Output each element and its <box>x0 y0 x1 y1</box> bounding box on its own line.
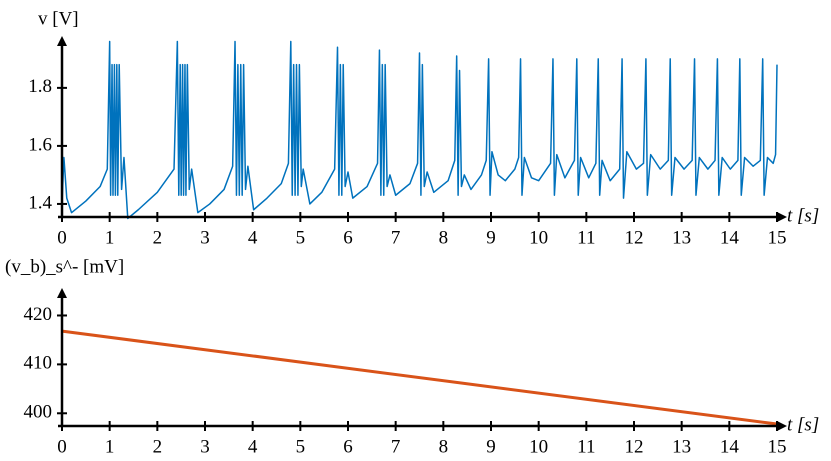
x-tick-label: 5 <box>296 227 306 248</box>
x-tick-label: 2 <box>153 436 163 457</box>
x-tick-label: 10 <box>529 227 548 248</box>
x-tick-label: 13 <box>672 436 691 457</box>
x-tick-label: 0 <box>57 436 67 457</box>
x-tick-label: 1 <box>105 436 115 457</box>
x-tick-label: 6 <box>343 436 353 457</box>
y-axis-label: (v_b)_s^- [mV] <box>5 256 124 277</box>
x-tick-label: 12 <box>625 436 644 457</box>
x-tick-label: 14 <box>720 436 740 457</box>
y-axis-arrow <box>57 36 67 46</box>
y-tick-label: 1.6 <box>28 134 52 155</box>
x-axis-arrow <box>777 421 787 431</box>
x-tick-label: 3 <box>200 436 210 457</box>
y-tick-label: 1.8 <box>28 76 52 97</box>
y-tick-label: 420 <box>24 304 53 325</box>
x-tick-label: 3 <box>200 227 210 248</box>
x-tick-label: 9 <box>486 227 496 248</box>
x-tick-label: 8 <box>439 436 449 457</box>
y-tick-label: 400 <box>24 402 53 423</box>
y-axis-arrow <box>57 288 67 298</box>
y-tick-label: 1.4 <box>28 192 52 213</box>
x-tick-label: 7 <box>391 436 401 457</box>
x-tick-label: 11 <box>577 227 595 248</box>
y-axis-label: v [V] <box>38 8 79 29</box>
x-tick-label: 1 <box>105 227 115 248</box>
x-tick-label: 9 <box>486 436 496 457</box>
x-axis-label: t [s] <box>787 205 819 226</box>
x-tick-label: 5 <box>296 436 306 457</box>
x-tick-label: 12 <box>625 227 644 248</box>
x-tick-label: 14 <box>720 227 740 248</box>
x-tick-label: 10 <box>529 436 548 457</box>
x-tick-label: 11 <box>577 436 595 457</box>
x-tick-label: 6 <box>343 227 353 248</box>
x-axis-arrow <box>777 212 787 222</box>
data-line <box>61 329 778 426</box>
x-axis-label: t [s] <box>787 414 819 435</box>
x-tick-label: 15 <box>768 227 787 248</box>
x-tick-label: 0 <box>57 227 67 248</box>
x-tick-label: 13 <box>672 227 691 248</box>
x-tick-label: 4 <box>248 227 258 248</box>
x-tick-label: 2 <box>153 227 163 248</box>
data-line <box>61 40 778 220</box>
x-tick-label: 7 <box>391 227 401 248</box>
y-tick-label: 410 <box>24 353 53 374</box>
x-tick-label: 15 <box>768 436 787 457</box>
x-tick-label: 8 <box>439 227 449 248</box>
x-tick-label: 4 <box>248 436 258 457</box>
